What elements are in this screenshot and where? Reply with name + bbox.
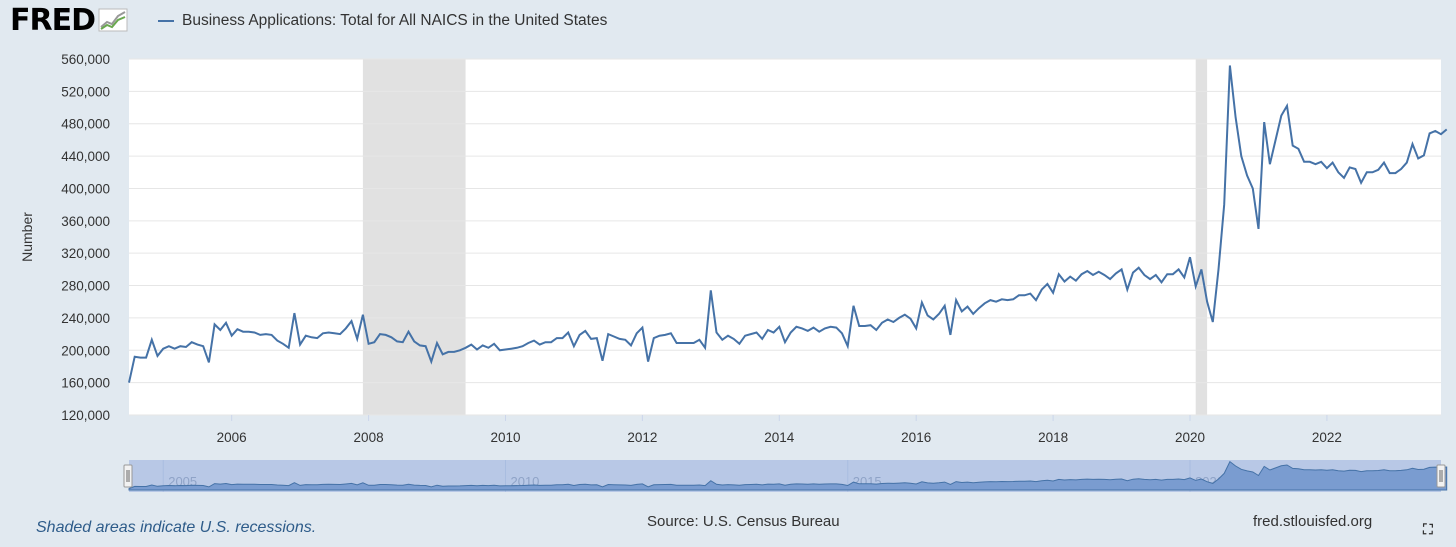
x-tick-label: 2006: [217, 430, 247, 445]
y-tick-label: 120,000: [61, 408, 110, 423]
source-text: Source: U.S. Census Bureau: [647, 513, 840, 530]
legend-swatch: [158, 20, 174, 22]
x-tick-label: 2018: [1038, 430, 1068, 445]
y-tick-label: 360,000: [61, 214, 110, 229]
y-tick-label: 320,000: [61, 246, 110, 261]
x-tick-label: 2022: [1312, 430, 1342, 445]
y-axis-ticks: 120,000 160,000 200,000 240,000 280,000 320,0…: [61, 52, 110, 423]
y-tick-label: 520,000: [61, 84, 110, 99]
x-tick-label: 2016: [901, 430, 931, 445]
x-tick-label: 2010: [490, 430, 520, 445]
recession-note: Shaded areas indicate U.S. recessions.: [36, 519, 317, 536]
legend-label: Business Applications: Total for All NAI…: [182, 12, 608, 29]
y-tick-label: 560,000: [61, 52, 110, 67]
y-tick-label: 240,000: [61, 311, 110, 326]
series-line: [128, 65, 1448, 383]
recession-band-1: [1195, 59, 1208, 415]
x-tick-label: 2008: [354, 430, 384, 445]
navigator-right-handle[interactable]: [1436, 464, 1446, 488]
x-tick-label: 2014: [764, 430, 795, 445]
y-tick-label: 280,000: [61, 279, 110, 294]
y-tick-label: 480,000: [61, 117, 110, 132]
site-link[interactable]: fred.stlouisfed.org: [1253, 513, 1373, 530]
plot-background: [129, 59, 1441, 415]
fred-logo[interactable]: FRED: [10, 2, 128, 38]
navigator-series-area: [128, 460, 1448, 491]
fred-logo-text: FRED: [10, 2, 96, 38]
fred-graph-icon: [98, 8, 128, 32]
y-tick-label: 400,000: [61, 181, 110, 196]
y-tick-label: 200,000: [61, 343, 110, 358]
x-tick-label: 2012: [627, 430, 657, 445]
y-axis-label: Number: [19, 212, 35, 262]
x-axis-ticks: 2006 2008 2010 2012 2014 2016 2018 2020 2022: [217, 415, 1342, 445]
x-tick-label: 2020: [1175, 430, 1205, 445]
recession-band-0: [362, 59, 466, 415]
y-tick-label: 160,000: [61, 376, 110, 391]
navigator-left-handle[interactable]: [123, 464, 133, 488]
fullscreen-icon[interactable]: ⛶: [1423, 521, 1433, 537]
y-tick-label: 440,000: [61, 149, 110, 164]
recession-shading: [362, 59, 1208, 415]
chart-legend[interactable]: Business Applications: Total for All NAI…: [158, 12, 607, 30]
